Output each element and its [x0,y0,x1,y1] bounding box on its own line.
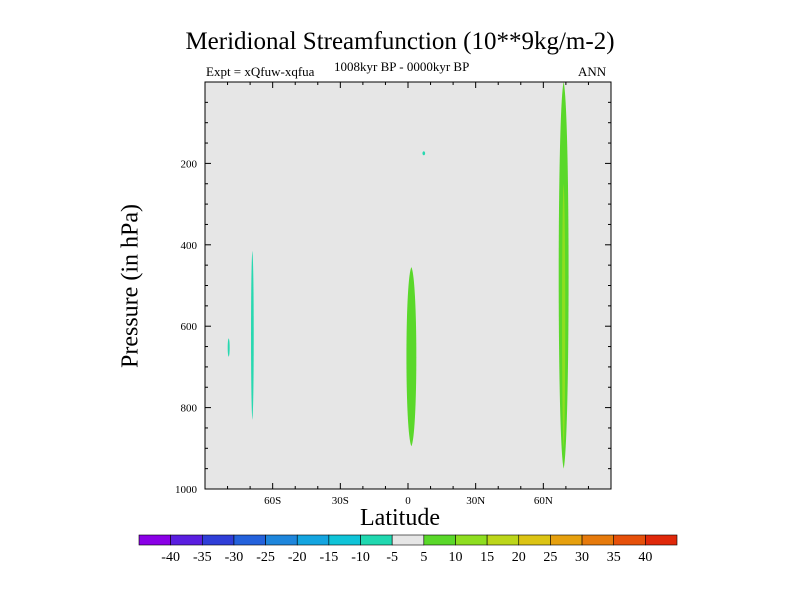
colorbar-label: 20 [512,550,526,565]
colorbar-box [423,534,456,546]
experiment-label: Expt = xQfuw-xqfua [206,64,315,79]
colorbar-box [201,534,235,546]
contour-region-2 [227,338,230,357]
colorbar-box [645,534,678,546]
colorbar-box [265,534,298,546]
colorbar-label: -20 [288,550,307,565]
colorbar-label: -35 [193,550,212,565]
x-tick-label: 30S [332,495,349,507]
colorbar-box [328,534,361,546]
colorbar-box [138,534,171,546]
x-axis-label: Latitude [360,505,440,531]
colorbar-label: 25 [543,550,557,565]
contour-region-1 [251,250,254,420]
colorbar-label: 5 [420,550,427,565]
plot-background [205,82,611,489]
colorbar-label: -5 [386,550,398,565]
colorbar-label: -30 [225,550,244,565]
contour-region-6 [562,183,566,449]
colorbar-box [486,534,520,546]
colorbar-box [613,534,646,546]
colorbar-label: -25 [256,550,275,565]
colorbar-label: 10 [448,550,462,565]
y-tick-label: 800 [181,403,198,415]
x-tick-label: 30N [466,495,485,507]
colorbar-box [360,534,393,546]
colorbar-label: -10 [351,550,370,565]
colorbar-label: 30 [575,550,589,565]
y-tick-label: 600 [181,321,198,333]
y-tick-label: 200 [181,158,198,170]
colorbar-box [581,534,615,546]
colorbar-box [233,534,266,546]
colorbar-label: -40 [161,550,180,565]
y-tick-label: 1000 [175,484,198,496]
colorbar-box [455,534,488,546]
colorbar-box [518,534,551,546]
chart-title: Meridional Streamfunction (10**9kg/m-2) [185,28,615,55]
colorbar-label: -15 [320,550,339,565]
contour-region-4 [406,267,417,447]
colorbar-label: 35 [607,550,621,565]
time-period-label: 1008kyr BP - 0000kyr BP [334,59,470,74]
y-tick-label: 400 [181,240,198,252]
x-tick-label: 60S [264,495,281,507]
season-label: ANN [578,64,607,79]
colorbar-box [170,534,203,546]
colorbar-box [550,534,583,546]
colorbar-box [391,534,425,546]
colorbar-label: 15 [480,550,494,565]
colorbar-box [296,534,330,546]
x-tick-label: 0 [405,495,411,507]
x-tick-label: 60N [534,495,553,507]
contour-region-3 [422,151,426,156]
colorbar-label: 40 [638,550,652,565]
